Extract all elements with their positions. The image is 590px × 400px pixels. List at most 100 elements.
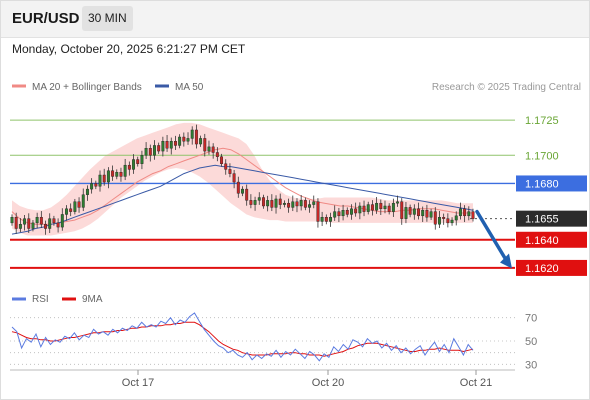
candle-body: [228, 169, 232, 174]
bollinger-band-fill: [12, 122, 473, 236]
forecast-arrow: [475, 209, 512, 269]
candle-body: [39, 217, 43, 225]
candle-body: [65, 208, 68, 215]
level-box-1.1640: [516, 231, 587, 248]
candle-body: [299, 200, 303, 207]
candle-body: [362, 205, 366, 212]
header-bar: EUR/USD 30 MIN: [0, 0, 590, 38]
level-label-1.1725: 1.1725: [525, 115, 559, 127]
rsi-tick-50: 50: [525, 336, 537, 348]
candle-body: [10, 217, 14, 224]
timeframe-button[interactable]: 30 MIN: [82, 6, 133, 31]
candle-body: [31, 222, 35, 229]
candle-body: [157, 145, 161, 152]
candle-body: [14, 217, 18, 229]
candle-body: [329, 217, 332, 222]
candle-body: [287, 202, 291, 208]
candle-body: [278, 198, 282, 205]
candle-body: [295, 201, 299, 207]
candle-body: [387, 205, 391, 212]
candle-body: [81, 194, 85, 208]
rsi-lines: [11, 312, 474, 362]
level-label-1.1700: 1.1700: [525, 150, 559, 162]
candle-body: [144, 148, 148, 156]
candle-body: [324, 217, 328, 222]
candle-body: [370, 204, 374, 211]
level-box-1.1680: [516, 175, 587, 192]
candle-body: [463, 208, 467, 217]
candle-body: [148, 148, 152, 156]
x-tick-label: Oct 20: [312, 377, 344, 389]
candle-body: [69, 208, 73, 212]
forecast-arrow-shaft: [475, 209, 509, 264]
candle-body: [303, 200, 307, 208]
legend-label-9ma: 9MA: [82, 294, 103, 305]
candle-body: [182, 136, 186, 142]
candle-body: [106, 170, 110, 183]
candle-body: [211, 146, 215, 153]
candle-body: [396, 201, 400, 204]
candle-body: [249, 200, 253, 205]
candle-body: [257, 197, 261, 201]
candle-body: [454, 215, 458, 221]
candle-body: [417, 208, 420, 217]
candle-body: [44, 224, 47, 229]
candle-body: [236, 181, 240, 194]
candle-body: [450, 219, 454, 224]
candle-body: [123, 164, 127, 177]
candle-body: [111, 170, 115, 177]
datetime-label: Monday, October 20, 2025 6:21:27 PM CET: [12, 42, 246, 56]
candle-body: [232, 173, 236, 183]
candle-body: [421, 210, 425, 217]
candle-body: [186, 138, 190, 142]
candle-body: [241, 188, 244, 194]
candle-body: [127, 164, 131, 170]
candle-body: [98, 174, 102, 187]
candle-body: [173, 141, 177, 146]
candle-body: [203, 138, 207, 152]
candle-body: [446, 218, 450, 224]
rsi-tick-30: 30: [525, 359, 537, 371]
candle-body: [153, 145, 156, 156]
candle-body: [408, 207, 412, 215]
candle-body: [194, 129, 198, 145]
candle-body: [56, 222, 60, 228]
candle-body: [169, 141, 173, 149]
candle-body: [140, 155, 144, 164]
candle-body: [391, 202, 395, 212]
candle-body: [77, 201, 81, 208]
candle-body: [429, 211, 433, 218]
level-label-1.1655: 1.1655: [525, 214, 559, 226]
legend-label-rsi: RSI: [32, 294, 49, 305]
price-levels: [10, 119, 515, 269]
candle-body: [253, 200, 257, 205]
candle-body: [190, 129, 194, 139]
candle-body: [220, 156, 224, 164]
candle-body: [165, 141, 169, 149]
candle-body: [366, 204, 370, 212]
candle-body: [35, 217, 39, 224]
candle-body: [274, 198, 278, 208]
rsi-legend: RSI 9MA: [12, 294, 103, 305]
legend-label-ma20: MA 20 + Bollinger Bands: [32, 82, 142, 93]
candle-body: [161, 141, 165, 152]
candle-body: [404, 207, 408, 219]
forecast-arrow-head: [500, 253, 512, 269]
candle-body: [215, 152, 219, 157]
candle-body: [412, 208, 416, 215]
candle-body: [358, 205, 362, 214]
price-level-labels: 1.1725 1.1700 1.1680 1.1655 1.1640 1.1620: [516, 115, 587, 276]
candle-body: [178, 136, 182, 146]
candle-body: [224, 163, 228, 170]
price-legend: MA 20 + Bollinger Bands MA 50 Research ©…: [12, 82, 581, 93]
candle-body: [90, 183, 94, 190]
candle-body: [48, 218, 52, 229]
x-axis: Oct 17 Oct 20 Oct 21: [10, 369, 515, 389]
candle-body: [261, 197, 265, 207]
level-label-1.1620: 1.1620: [525, 263, 559, 275]
candle-body: [316, 201, 320, 222]
candle-body: [23, 218, 27, 225]
candle-body: [375, 202, 379, 211]
candle-body: [333, 211, 337, 218]
